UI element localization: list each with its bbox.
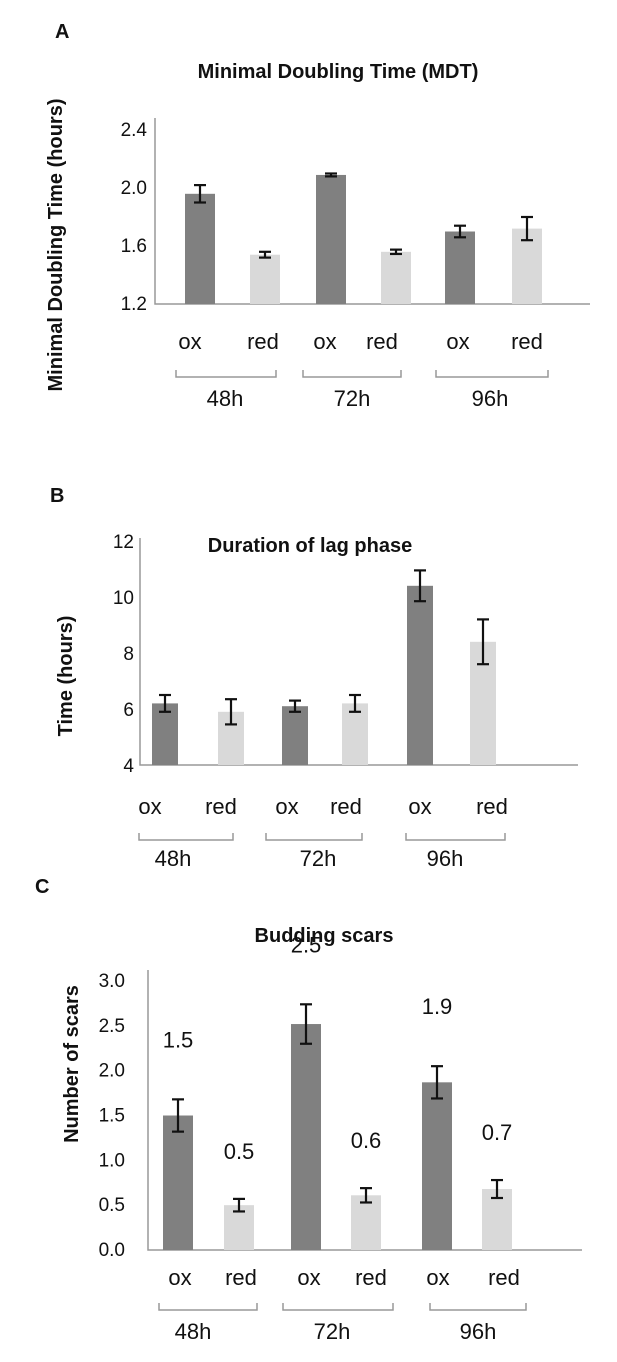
- category-label: red: [225, 1265, 257, 1290]
- y-tick-label: 10: [113, 588, 134, 609]
- chart-panel-c: C Budding scars Number of scars 0.0 0.5 1.0 1.…: [35, 876, 582, 1344]
- bar: [282, 706, 308, 765]
- category-label: ox: [446, 329, 469, 354]
- group-bracket: [282, 1303, 394, 1311]
- y-tick-label: 1.0: [99, 1150, 125, 1171]
- group-label: 96h: [472, 386, 509, 411]
- bar: [291, 1024, 321, 1250]
- category-label: ox: [426, 1265, 449, 1290]
- category-label: ox: [275, 794, 298, 819]
- category-label: red: [247, 329, 279, 354]
- category-label: ox: [313, 329, 336, 354]
- group-label: 72h: [300, 846, 337, 871]
- y-tick-label: 1.5: [99, 1106, 125, 1127]
- group-bracket: [265, 833, 363, 841]
- category-label: red: [488, 1265, 520, 1290]
- group-label: 48h: [207, 386, 244, 411]
- bar: [351, 1195, 381, 1250]
- y-tick-label: 2.5: [99, 1016, 125, 1037]
- bar: [224, 1205, 254, 1250]
- bar: [152, 703, 178, 765]
- bar: [407, 585, 433, 765]
- y-tick-label: 4: [123, 756, 134, 777]
- category-label: ox: [138, 794, 161, 819]
- panel-letter: A: [55, 21, 69, 43]
- y-tick-label: 3.0: [99, 971, 125, 992]
- group-bracket: [138, 833, 234, 841]
- chart-panel-a: A Minimal Doubling Time (MDT) Minimal Doub…: [45, 21, 590, 411]
- y-tick-label: 2.0: [99, 1061, 125, 1082]
- group-bracket: [435, 370, 549, 378]
- chart-title: Budding scars: [255, 925, 394, 947]
- group-bracket: [405, 833, 506, 841]
- bar: [163, 1115, 193, 1250]
- group-label: 72h: [334, 386, 371, 411]
- group-label: 72h: [314, 1319, 351, 1344]
- group-bracket: [158, 1303, 258, 1311]
- y-tick-label: 6: [123, 700, 134, 721]
- chart-title: Duration of lag phase: [208, 535, 412, 557]
- bar: [342, 703, 368, 765]
- category-label: ox: [168, 1265, 191, 1290]
- bar: [381, 251, 411, 304]
- category-label: red: [330, 794, 362, 819]
- y-axis-label: Minimal Doubling Time (hours): [45, 99, 67, 392]
- data-label: 1.5: [163, 1027, 194, 1052]
- panel-letter: B: [50, 485, 64, 507]
- y-tick-label: 12: [113, 532, 134, 553]
- category-label: ox: [297, 1265, 320, 1290]
- category-label: red: [476, 794, 508, 819]
- bar: [422, 1082, 452, 1250]
- y-tick-label: 2.0: [121, 178, 147, 199]
- y-tick-label: 0.5: [99, 1195, 125, 1216]
- panel-letter: C: [35, 876, 49, 898]
- category-label: red: [205, 794, 237, 819]
- bar: [185, 193, 215, 304]
- bar: [445, 231, 475, 304]
- y-tick-label: 0.0: [99, 1240, 125, 1261]
- data-label: 0.5: [224, 1139, 255, 1164]
- bar: [316, 174, 346, 304]
- bar: [482, 1189, 512, 1250]
- category-label: red: [366, 329, 398, 354]
- chart-title: Minimal Doubling Time (MDT): [198, 61, 479, 83]
- category-label: red: [511, 329, 543, 354]
- group-bracket: [175, 370, 277, 378]
- data-label: 0.6: [351, 1128, 382, 1153]
- data-label: 2.5: [291, 932, 322, 957]
- y-tick-label: 1.6: [121, 236, 147, 257]
- y-axis-label: Time (hours): [55, 616, 77, 737]
- group-label: 48h: [155, 846, 192, 871]
- group-label: 96h: [460, 1319, 497, 1344]
- group-label: 48h: [175, 1319, 212, 1344]
- group-bracket: [302, 370, 402, 378]
- bar: [250, 254, 280, 304]
- y-tick-label: 8: [123, 644, 134, 665]
- category-label: ox: [178, 329, 201, 354]
- data-label: 0.7: [482, 1120, 513, 1145]
- y-tick-label: 2.4: [121, 120, 148, 141]
- group-bracket: [429, 1303, 527, 1311]
- y-tick-label: 1.2: [121, 294, 147, 315]
- group-label: 96h: [427, 846, 464, 871]
- y-axis-label: Number of scars: [61, 985, 83, 1143]
- category-label: red: [355, 1265, 387, 1290]
- category-label: ox: [408, 794, 431, 819]
- data-label: 1.9: [422, 994, 453, 1019]
- chart-panel-b: B Duration of lag phase Time (hours) 4 6 8 10 1…: [50, 485, 578, 871]
